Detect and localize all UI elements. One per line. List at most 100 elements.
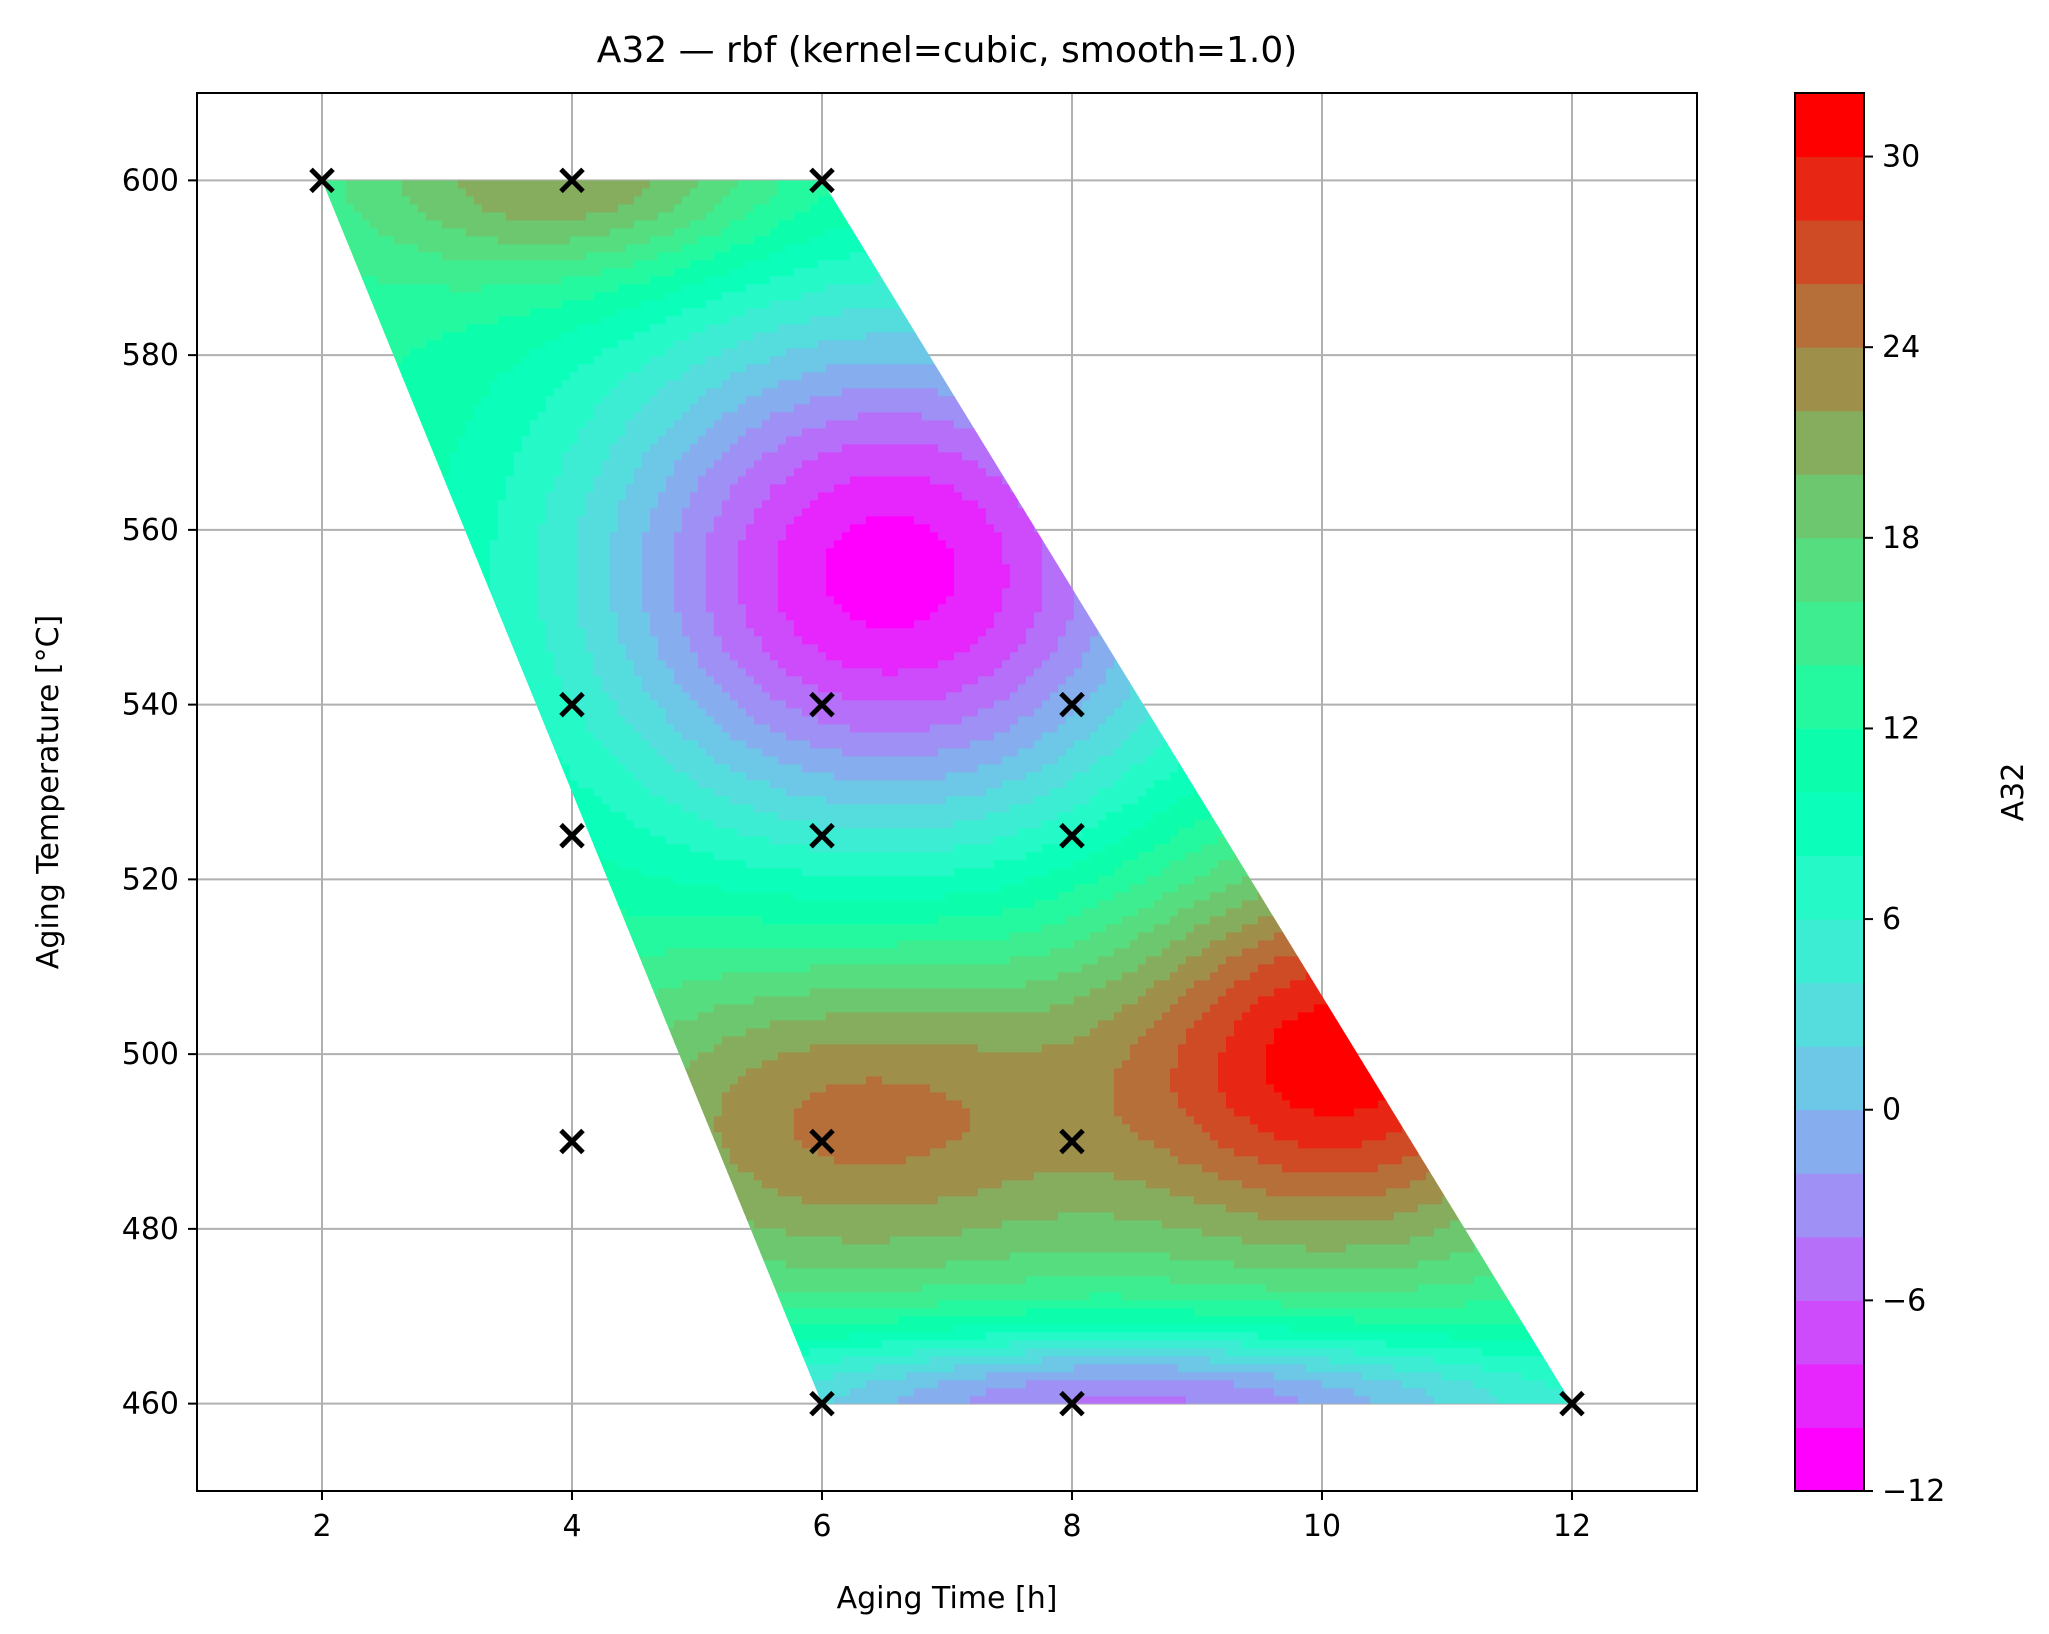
contour-cell xyxy=(1506,228,1515,237)
contour-cell xyxy=(946,324,955,333)
contour-cell xyxy=(1042,324,1051,333)
contour-cell xyxy=(522,300,531,309)
contour-cell xyxy=(698,268,707,277)
contour-cell xyxy=(410,220,419,229)
contour-cell xyxy=(378,404,387,413)
contour-cell xyxy=(1378,212,1387,221)
contour-cell xyxy=(386,324,395,333)
contour-cell xyxy=(706,196,715,205)
contour-cell xyxy=(362,260,371,269)
contour-cell xyxy=(778,372,787,381)
contour-cell xyxy=(1122,380,1131,389)
contour-cell xyxy=(442,412,451,421)
contour-cell xyxy=(402,276,411,285)
contour-cell xyxy=(634,420,643,429)
contour-cell xyxy=(1098,380,1107,389)
contour-cell xyxy=(354,340,363,349)
contour-cell xyxy=(1282,284,1291,293)
contour-cell xyxy=(818,292,827,301)
contour-cell xyxy=(506,420,515,429)
contour-cell xyxy=(450,428,459,437)
contour-cell xyxy=(794,300,803,309)
contour-cell xyxy=(778,316,787,325)
contour-cell xyxy=(330,196,339,205)
contour-cell xyxy=(1122,180,1131,189)
contour-cell xyxy=(1538,196,1547,205)
contour-cell xyxy=(1426,196,1435,205)
contour-cell xyxy=(546,428,555,437)
contour-cell xyxy=(570,220,579,229)
contour-cell xyxy=(1010,428,1019,437)
contour-cell xyxy=(1146,196,1155,205)
contour-cell xyxy=(1506,356,1515,365)
contour-cell xyxy=(1514,380,1523,389)
contour-cell xyxy=(842,292,851,301)
contour-cell xyxy=(722,348,731,357)
contour-cell xyxy=(1114,428,1123,437)
contour-cell xyxy=(834,268,843,277)
contour-cell xyxy=(970,180,979,189)
contour-cell xyxy=(1202,244,1211,253)
contour-cell xyxy=(1362,324,1371,333)
contour-cell xyxy=(1082,308,1091,317)
contour-cell xyxy=(666,212,675,221)
contour-cell xyxy=(810,244,819,253)
contour-cell xyxy=(1098,204,1107,213)
contour-cell xyxy=(498,332,507,341)
contour-cell xyxy=(1258,204,1267,213)
contour-cell xyxy=(402,188,411,197)
contour-cell xyxy=(1042,252,1051,261)
contour-cell xyxy=(1170,316,1179,325)
contour-cell xyxy=(1282,300,1291,309)
contour-cell xyxy=(1178,236,1187,245)
contour-cell xyxy=(906,244,915,253)
contour-cell xyxy=(1362,356,1371,365)
contour-cell xyxy=(842,364,851,373)
contour-cell xyxy=(690,388,699,397)
contour-cell xyxy=(1466,236,1475,245)
contour-cell xyxy=(922,180,931,189)
contour-cell xyxy=(786,404,795,413)
contour-cell xyxy=(762,204,771,213)
contour-cell xyxy=(594,396,603,405)
contour-cell xyxy=(674,260,683,269)
contour-cell xyxy=(1274,324,1283,333)
contour-cell xyxy=(1562,420,1571,429)
contour-cell xyxy=(1130,332,1139,341)
contour-cell xyxy=(1386,396,1395,405)
contour-cell xyxy=(714,252,723,261)
contour-cell xyxy=(730,372,739,381)
contour-cell xyxy=(514,188,523,197)
contour-cell xyxy=(322,220,331,229)
contour-cell xyxy=(930,220,939,229)
contour-cell xyxy=(1226,268,1235,277)
contour-cell xyxy=(1554,380,1563,389)
contour-cell xyxy=(1466,284,1475,293)
contour-cell xyxy=(850,196,859,205)
contour-cell xyxy=(1482,196,1491,205)
contour-cell xyxy=(1354,380,1363,389)
contour-cell xyxy=(1218,228,1227,237)
contour-cell xyxy=(1170,300,1179,309)
contour-cell xyxy=(1018,276,1027,285)
contour-cell xyxy=(898,348,907,357)
contour-cell xyxy=(570,284,579,293)
contour-cell xyxy=(1090,420,1099,429)
contour-cell xyxy=(658,252,667,261)
contour-cell xyxy=(1186,308,1195,317)
contour-cell xyxy=(1546,236,1555,245)
contour-cell xyxy=(882,180,891,189)
contour-cell xyxy=(506,196,515,205)
contour-cell xyxy=(346,340,355,349)
contour-cell xyxy=(730,300,739,309)
contour-cell xyxy=(1362,404,1371,413)
contour-cell xyxy=(370,244,379,253)
contour-cell xyxy=(602,420,611,429)
contour-cell xyxy=(906,300,915,309)
contour-cell xyxy=(850,260,859,269)
contour-cell xyxy=(362,300,371,309)
contour-cell xyxy=(866,268,875,277)
contour-cell xyxy=(386,284,395,293)
contour-cell xyxy=(1474,220,1483,229)
contour-cell xyxy=(354,404,363,413)
